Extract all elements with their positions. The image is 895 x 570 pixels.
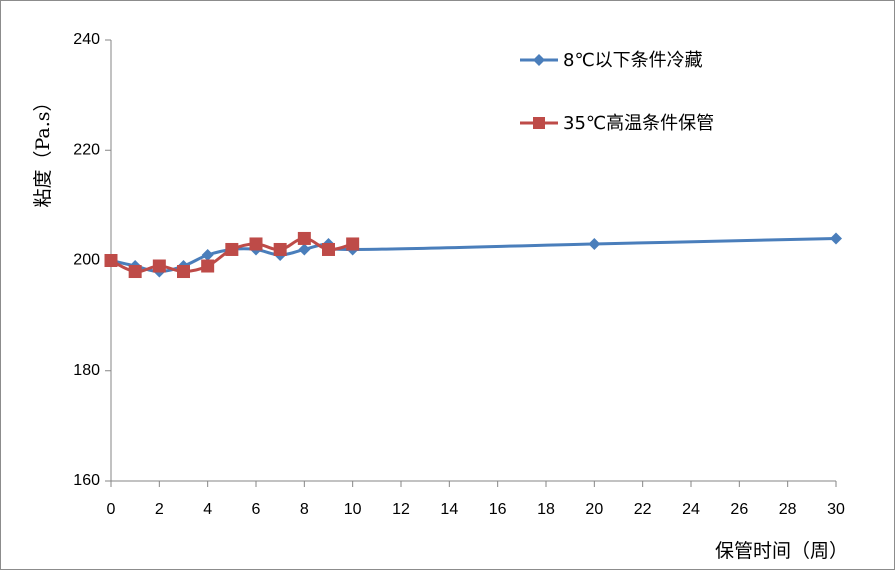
data-point-diamond <box>201 248 214 261</box>
y-axis-title: 粘度（Pa.s） <box>32 92 54 207</box>
y-tick-label: 240 <box>73 31 100 48</box>
x-tick-label: 16 <box>489 501 507 518</box>
legend-marker-diamond <box>533 54 545 66</box>
data-point-square <box>249 237 263 251</box>
x-tick-label: 4 <box>203 501 212 518</box>
series-line <box>109 236 838 274</box>
series-high-temp <box>104 231 360 279</box>
data-point-square <box>225 242 239 256</box>
x-axis-ticks: 0 2 4 6 8 10 12 14 16 18 20 22 24 26 28 30 <box>107 481 845 518</box>
y-tick-label: 160 <box>73 472 100 489</box>
data-point-square <box>177 265 190 279</box>
data-point-square <box>346 237 360 251</box>
series-group <box>104 231 842 279</box>
legend-label-high-temp: 35℃高温条件保管 <box>563 113 714 134</box>
x-tick-label: 30 <box>827 501 845 518</box>
y-axis-ticks: 160 180 200 220 240 <box>73 31 111 489</box>
y-tick-label: 200 <box>73 252 100 269</box>
data-point-square <box>322 242 335 256</box>
data-point-square <box>201 259 215 273</box>
data-point-square <box>104 254 118 267</box>
legend-marker-square <box>533 117 545 129</box>
legend: 8℃以下条件冷藏 35℃高温条件保管 <box>520 50 714 134</box>
legend-label-refrigerated: 8℃以下条件冷藏 <box>563 50 703 71</box>
x-tick-label: 22 <box>634 501 652 518</box>
x-tick-label: 18 <box>537 501 555 518</box>
x-tick-label: 10 <box>344 501 362 518</box>
y-tick-label: 180 <box>73 362 100 379</box>
y-tick-label: 220 <box>73 141 100 158</box>
series-refrigerated <box>105 232 842 278</box>
x-tick-label: 2 <box>155 501 164 518</box>
x-tick-label: 0 <box>107 501 116 518</box>
data-point-square <box>297 231 311 245</box>
x-axis-title: 保管时间（周） <box>715 540 848 562</box>
data-point-diamond <box>588 237 601 250</box>
data-point-diamond <box>830 232 842 245</box>
x-tick-label: 26 <box>730 501 748 518</box>
x-tick-label: 24 <box>682 501 700 518</box>
legend-item-high-temp: 35℃高温条件保管 <box>520 113 714 134</box>
data-point-square <box>273 242 287 256</box>
data-point-square <box>128 265 142 279</box>
x-tick-label: 8 <box>300 501 309 518</box>
x-tick-label: 14 <box>440 501 458 518</box>
x-tick-label: 6 <box>252 501 261 518</box>
data-point-square <box>152 259 166 273</box>
data-point-diamond <box>298 243 311 256</box>
x-tick-label: 12 <box>392 501 410 518</box>
x-tick-label: 28 <box>779 501 797 518</box>
x-tick-label: 20 <box>585 501 603 518</box>
legend-item-refrigerated: 8℃以下条件冷藏 <box>520 50 703 71</box>
